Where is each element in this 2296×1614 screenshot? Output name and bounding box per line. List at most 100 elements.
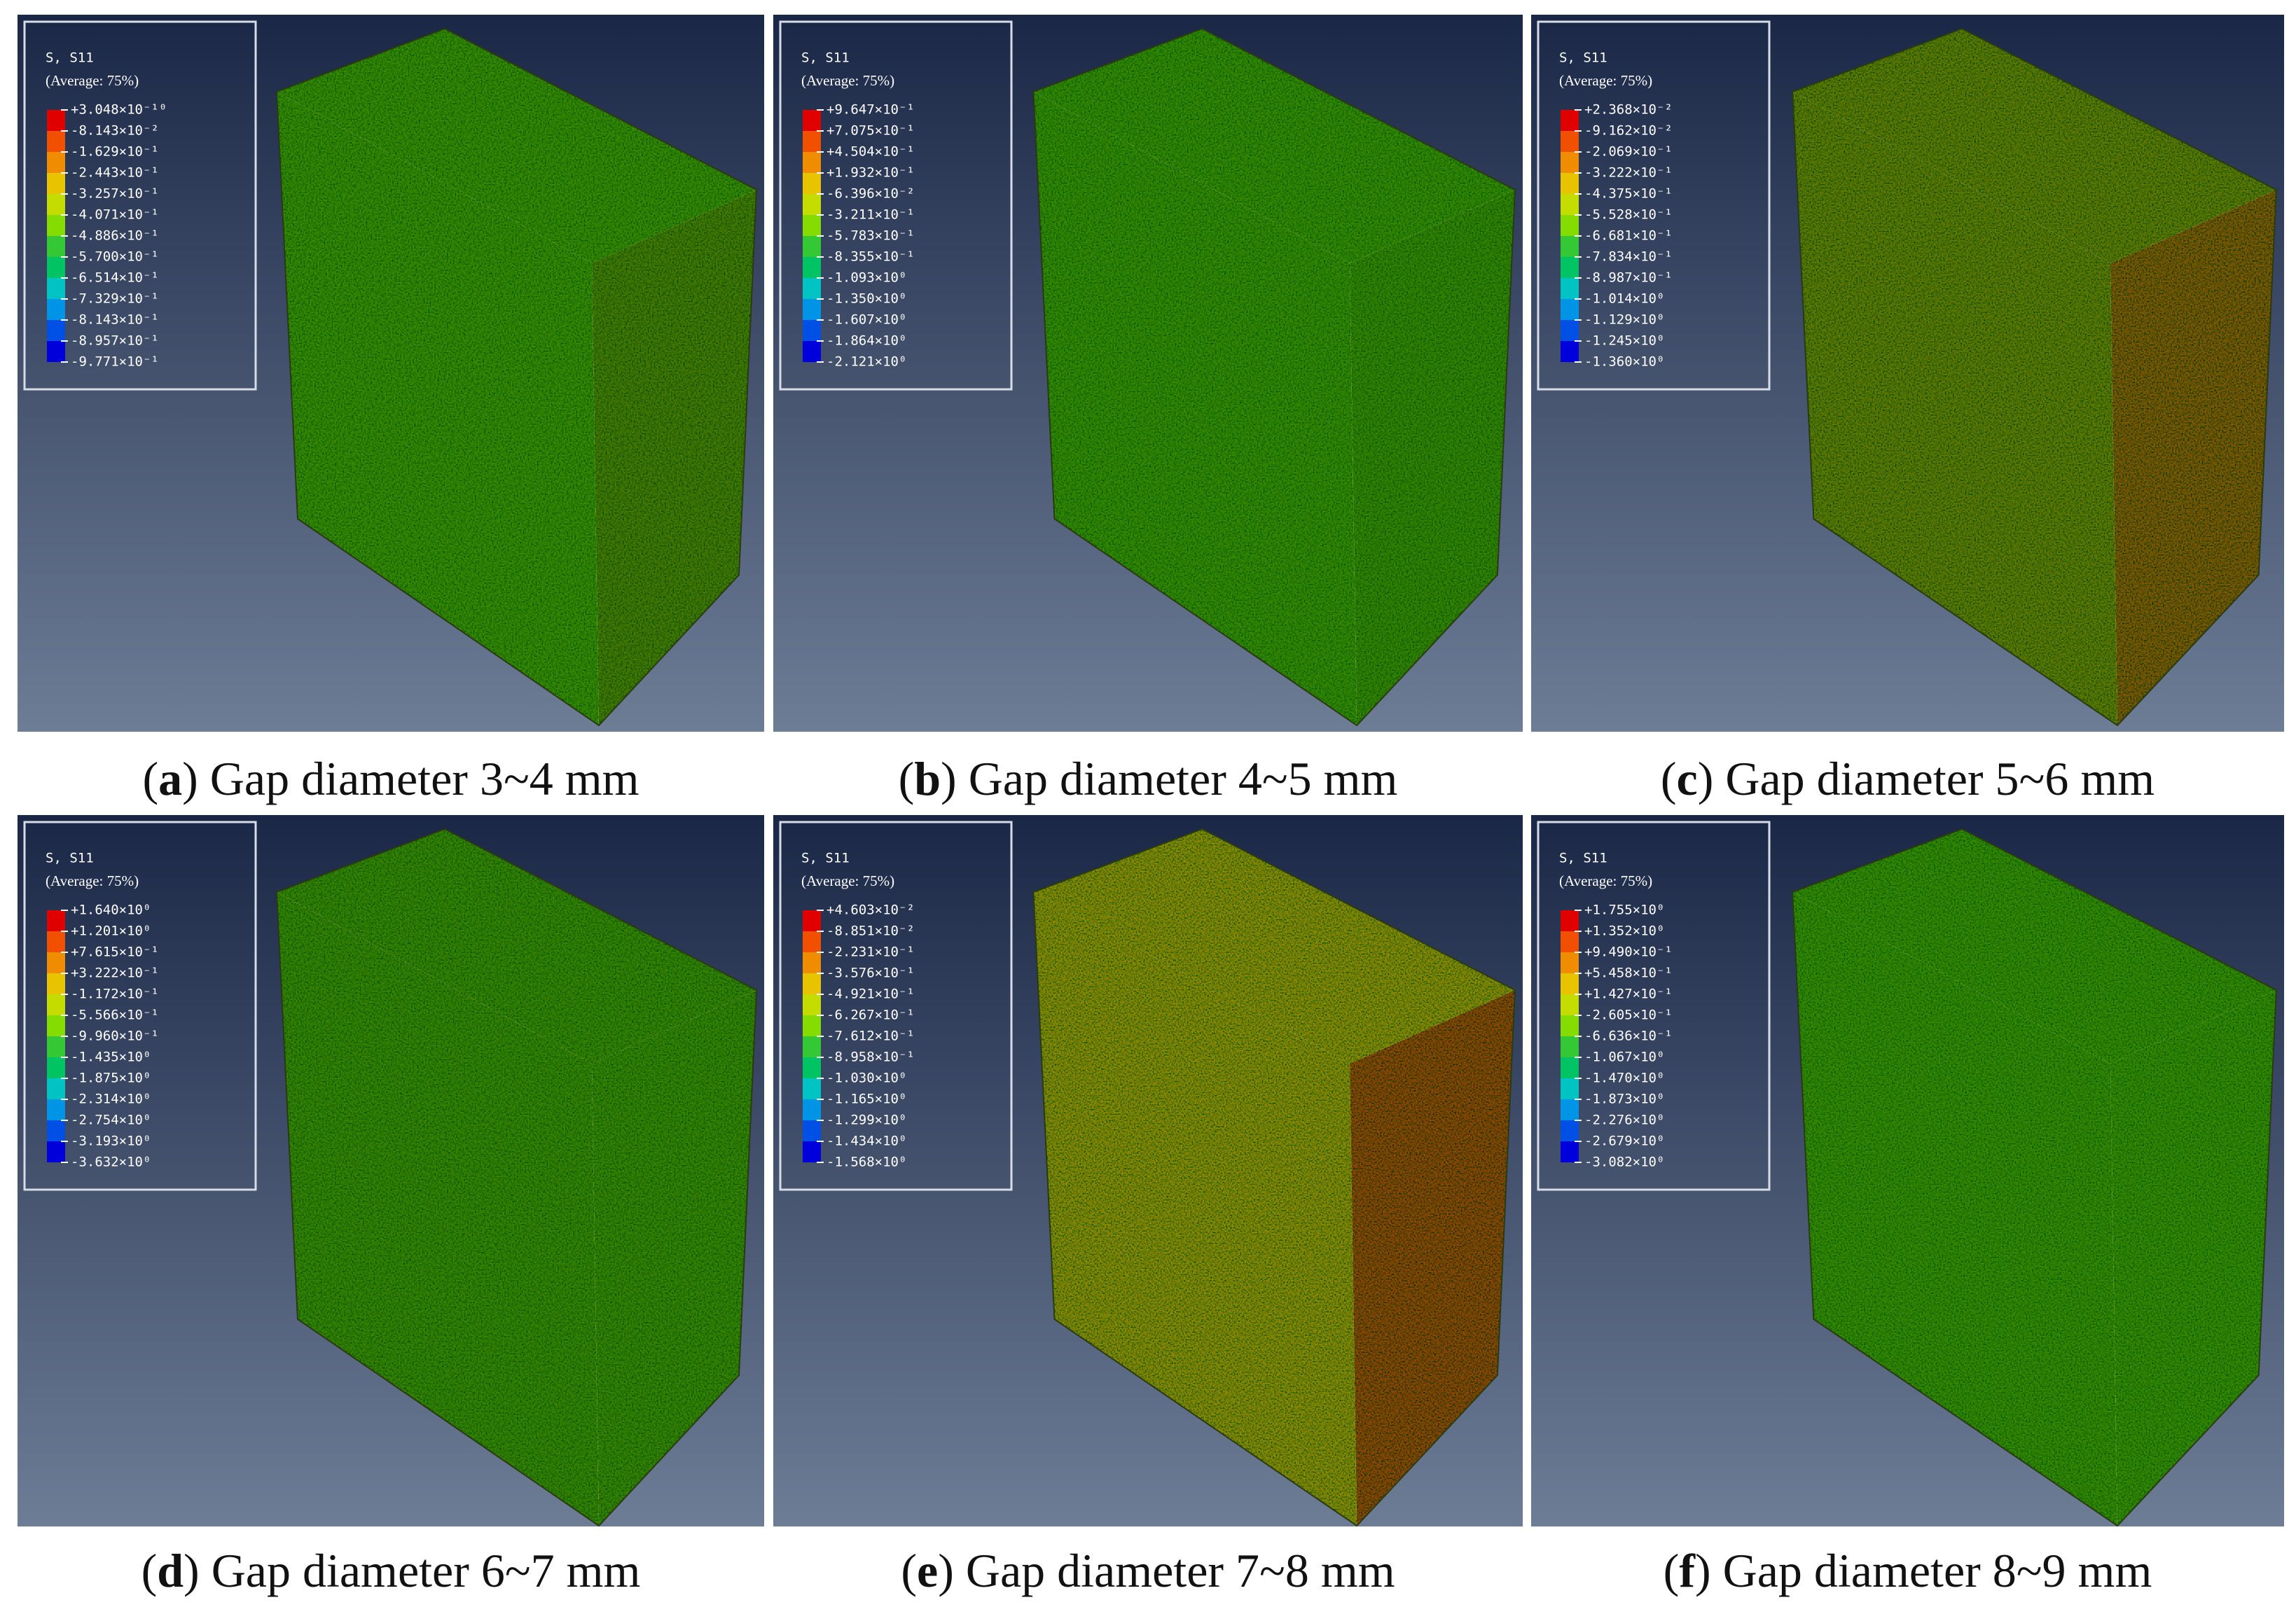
- legend-swatch: [47, 173, 65, 194]
- right-face: [1350, 190, 1515, 725]
- render-view: S, S11 (Average: 75%) +3.048×10⁻¹⁰ -8.143×1…: [18, 15, 764, 732]
- caption: (f) Gap diameter 8~9 mm: [1531, 1547, 2284, 1594]
- legend-subtitle: (Average: 75%): [801, 872, 894, 889]
- legend-value: -1.014×10⁰: [1584, 291, 1664, 307]
- legend-title: S, S11: [801, 50, 850, 66]
- legend-box: [1537, 20, 1771, 391]
- legend-swatch: [1561, 341, 1579, 362]
- top-face: [1033, 829, 1515, 1064]
- legend-value: -4.375×10⁻¹: [1584, 186, 1673, 202]
- legend-swatch: [47, 215, 65, 236]
- caption-text: ) Gap diameter 6~7 mm: [184, 1544, 641, 1597]
- caption-open: (: [1660, 752, 1677, 805]
- legend-value: +1.755×10⁰: [1584, 903, 1664, 918]
- legend-box: [1537, 821, 1771, 1191]
- caption-open: (: [1663, 1544, 1680, 1597]
- legend-swatch: [803, 973, 821, 994]
- legend-box: [779, 821, 1013, 1191]
- legend-value: -8.987×10⁻¹: [1584, 270, 1673, 286]
- front-face: [1792, 892, 2118, 1526]
- legend-value: -1.875×10⁰: [71, 1071, 151, 1086]
- legend-value: -1.299×10⁰: [827, 1113, 906, 1128]
- right-face: [1350, 990, 1515, 1526]
- caption-open: (: [898, 752, 915, 805]
- legend-swatch: [803, 299, 821, 320]
- legend-value: +4.603×10⁻²: [827, 903, 915, 918]
- right-face: [2110, 190, 2276, 725]
- legend-swatch: [803, 173, 821, 194]
- caption-text: ) Gap diameter 7~8 mm: [938, 1544, 1395, 1597]
- legend-value: -1.629×10⁻¹: [71, 144, 159, 160]
- top-face: [277, 29, 756, 263]
- legend-swatch: [1561, 931, 1579, 952]
- legend-value: -1.568×10⁰: [827, 1155, 906, 1170]
- front-face: [277, 92, 599, 725]
- caption-letter: b: [914, 752, 941, 805]
- caption-open: (: [142, 752, 159, 805]
- legend-swatch: [47, 1120, 65, 1141]
- legend-swatch: [803, 1141, 821, 1162]
- legend-value: -2.231×10⁻¹: [827, 945, 915, 960]
- legend-value: -1.129×10⁰: [1584, 312, 1664, 328]
- top-face: [1792, 829, 2276, 1064]
- legend-swatch: [1561, 1036, 1579, 1057]
- caption: (a) Gap diameter 3~4 mm: [18, 755, 764, 802]
- legend-value: +7.615×10⁻¹: [71, 945, 159, 960]
- legend-value: -1.360×10⁰: [1584, 354, 1664, 370]
- legend-subtitle: (Average: 75%): [46, 872, 139, 889]
- legend-value: -7.834×10⁻¹: [1584, 249, 1673, 265]
- legend-value: -6.636×10⁻¹: [1584, 1029, 1673, 1044]
- legend-value: -9.771×10⁻¹: [71, 354, 159, 370]
- legend-value: -2.121×10⁰: [827, 354, 906, 370]
- legend-value: -9.960×10⁻¹: [71, 1029, 159, 1044]
- legend-swatch: [1561, 173, 1579, 194]
- caption: (b) Gap diameter 4~5 mm: [773, 755, 1523, 802]
- caption-open: (: [901, 1544, 918, 1597]
- legend-swatch: [1561, 110, 1579, 131]
- legend-swatch: [803, 1036, 821, 1057]
- caption-letter: d: [157, 1544, 184, 1597]
- edges: [1032, 828, 1516, 1526]
- legend-value: +1.640×10⁰: [71, 903, 151, 918]
- edges: [1792, 828, 2277, 1526]
- legend-value: -6.267×10⁻¹: [827, 1008, 915, 1023]
- caption-text: ) Gap diameter 5~6 mm: [1697, 752, 2155, 805]
- legend-value: +1.427×10⁻¹: [1584, 987, 1673, 1002]
- edges: [275, 27, 758, 727]
- right-face: [592, 190, 756, 725]
- legend-swatch: [47, 131, 65, 152]
- legend-value: -3.211×10⁻¹: [827, 207, 915, 223]
- legend-swatch: [1561, 320, 1579, 341]
- edges: [275, 828, 758, 1526]
- legend-value: +2.368×10⁻²: [1584, 102, 1673, 118]
- legend-swatch: [803, 152, 821, 173]
- legend-value: -1.245×10⁰: [1584, 333, 1664, 349]
- legend-swatch: [803, 931, 821, 952]
- legend-swatch: [1561, 152, 1579, 173]
- legend-value: -5.528×10⁻¹: [1584, 207, 1673, 223]
- legend-swatch: [47, 931, 65, 952]
- legend-swatch: [1561, 1078, 1579, 1099]
- legend-swatch: [47, 1078, 65, 1099]
- legend-swatch: [47, 320, 65, 341]
- legend-value: -3.257×10⁻¹: [71, 186, 159, 202]
- legend-value: -3.222×10⁻¹: [1584, 165, 1673, 181]
- legend-swatch: [1561, 1141, 1579, 1162]
- right-face: [592, 990, 756, 1526]
- legend-value: -1.165×10⁰: [827, 1092, 906, 1107]
- legend-title: S, S11: [46, 50, 94, 66]
- legend-swatch: [803, 131, 821, 152]
- caption-letter: c: [1676, 752, 1698, 805]
- legend-swatch: [47, 194, 65, 215]
- right-face: [2110, 990, 2276, 1526]
- legend-swatch: [1561, 1015, 1579, 1036]
- legend-swatch: [803, 1057, 821, 1078]
- legend-box: [779, 20, 1013, 391]
- legend-value: -8.143×10⁻¹: [71, 312, 159, 328]
- legend-value: -9.162×10⁻²: [1584, 123, 1673, 139]
- legend-swatch: [803, 257, 821, 278]
- legend-swatch: [803, 194, 821, 215]
- caption-text: ) Gap diameter 8~9 mm: [1694, 1544, 2152, 1597]
- legend-swatch: [1561, 910, 1579, 931]
- legend-swatch: [1561, 257, 1579, 278]
